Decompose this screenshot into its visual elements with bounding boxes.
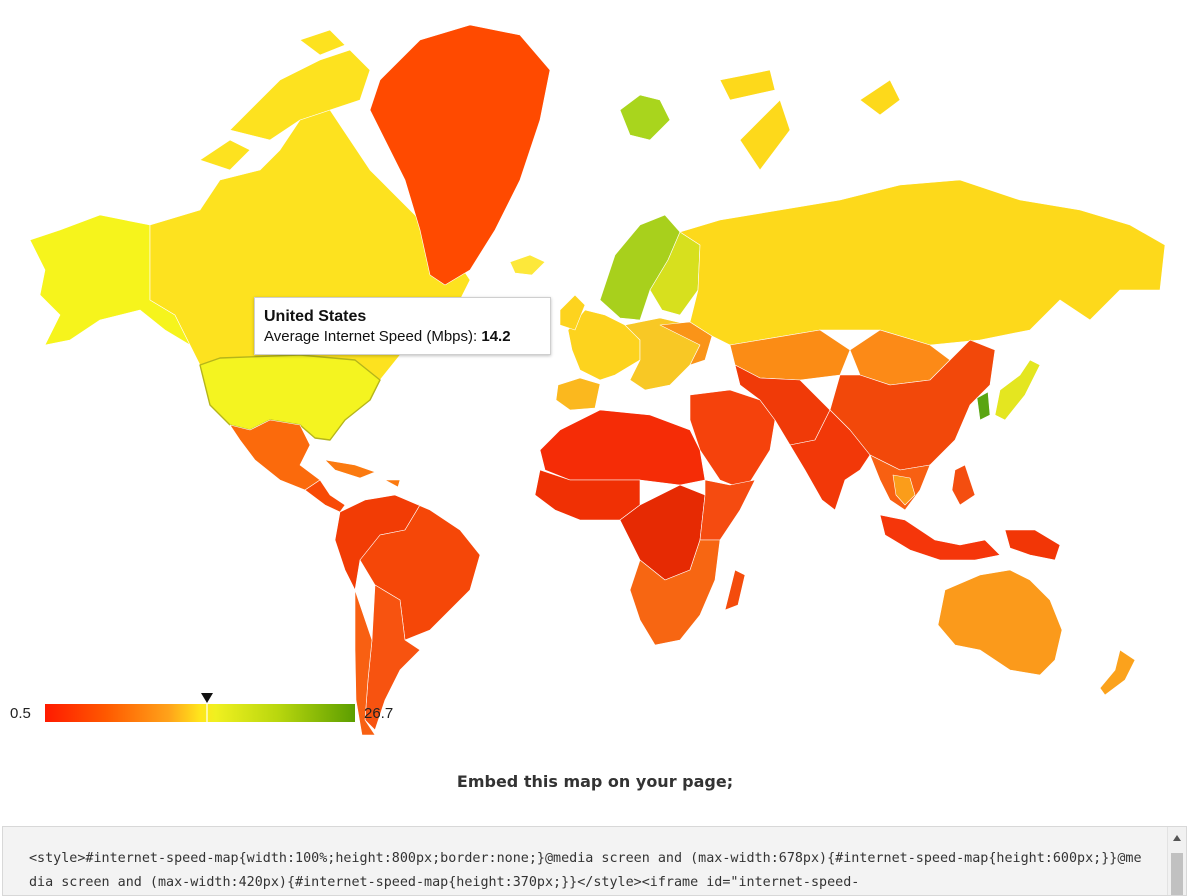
map-region-chile[interactable]: [354, 589, 376, 736]
tooltip-metric-line: Average Internet Speed (Mbps): 14.2: [264, 327, 541, 347]
color-scale-legend: 0.5 26.7: [0, 690, 420, 730]
map-region-caribbean[interactable]: [324, 459, 401, 488]
embed-heading: Embed this map on your page;: [456, 772, 734, 791]
map-region-north-africa[interactable]: [539, 409, 706, 486]
map-region-greenland[interactable]: [369, 24, 551, 286]
map-region-korea[interactable]: [976, 391, 991, 421]
world-map[interactable]: [0, 0, 1200, 760]
map-region-southern-africa[interactable]: [629, 539, 721, 646]
map-region-uk[interactable]: [559, 294, 586, 331]
map-region-east-africa[interactable]: [699, 479, 756, 541]
tooltip-country-name: United States: [264, 308, 367, 325]
map-region-indonesia[interactable]: [879, 514, 1001, 561]
tooltip-metric-value: 14.2: [481, 328, 511, 345]
map-region-canada-arctic[interactable]: [229, 49, 371, 141]
embed-code-box[interactable]: <style>#internet-speed-map{width:100%;he…: [2, 826, 1187, 896]
map-region-russia[interactable]: [679, 179, 1166, 346]
legend-marker-tick: [206, 704, 209, 722]
map-region-india[interactable]: [789, 409, 871, 511]
legend-min-label: 0.5: [10, 705, 31, 722]
map-region-eastern-europe[interactable]: [624, 317, 701, 391]
legend-gradient-bar: [45, 704, 355, 722]
tooltip-metric-label: Average Internet Speed (Mbps):: [264, 328, 478, 345]
map-tooltip: United States Average Internet Speed (Mb…: [254, 297, 551, 355]
map-region-canada-islands[interactable]: [199, 29, 346, 171]
scroll-up-arrow-icon[interactable]: [1173, 835, 1181, 841]
map-region-svalbard[interactable]: [619, 94, 671, 141]
map-region-iceland[interactable]: [509, 254, 546, 276]
legend-max-label: 26.7: [364, 705, 394, 722]
map-region-russia-islands[interactable]: [719, 69, 901, 171]
map-region-madagascar[interactable]: [724, 569, 746, 611]
map-region-central-america[interactable]: [304, 479, 346, 513]
map-region-new-guinea[interactable]: [1004, 529, 1061, 561]
map-region-australia[interactable]: [937, 569, 1063, 676]
map-region-thailand[interactable]: [892, 474, 916, 506]
map-region-iberia[interactable]: [555, 377, 601, 411]
embed-code-text[interactable]: <style>#internet-speed-map{width:100%;he…: [29, 851, 1142, 890]
scroll-thumb[interactable]: [1171, 853, 1183, 895]
map-region-middle-east[interactable]: [689, 389, 776, 491]
legend-marker-icon: [201, 693, 214, 703]
code-scrollbar[interactable]: [1167, 827, 1186, 895]
map-region-philippines[interactable]: [951, 464, 976, 506]
map-region-japan[interactable]: [994, 359, 1041, 421]
map-region-mexico[interactable]: [229, 419, 321, 491]
map-region-new-zealand[interactable]: [1099, 649, 1136, 696]
